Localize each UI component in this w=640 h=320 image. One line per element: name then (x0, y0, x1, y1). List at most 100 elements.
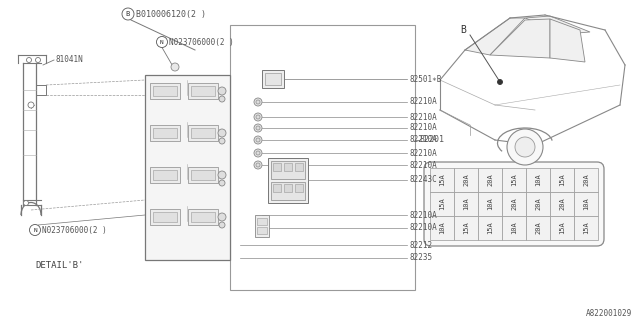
Bar (478, 216, 502, 240)
Bar (295, 184, 303, 192)
Bar (257, 227, 267, 234)
Bar (230, 25, 415, 290)
Circle shape (218, 213, 226, 221)
Text: 82210A: 82210A (409, 135, 436, 145)
Bar (550, 168, 574, 192)
Bar (191, 170, 215, 180)
Bar (478, 168, 502, 192)
Bar (550, 216, 574, 240)
Text: 81041N: 81041N (55, 55, 83, 65)
Bar (188, 209, 218, 225)
Circle shape (256, 100, 260, 104)
Circle shape (26, 58, 31, 62)
Text: 10A: 10A (583, 198, 589, 210)
Text: 10A: 10A (511, 222, 517, 234)
Circle shape (254, 98, 262, 106)
Bar (268, 158, 308, 203)
Text: 82210A: 82210A (409, 148, 436, 157)
Bar (153, 212, 177, 222)
Circle shape (35, 58, 40, 62)
Bar (271, 182, 305, 200)
Bar (271, 161, 305, 179)
Circle shape (219, 96, 225, 102)
Text: 20A: 20A (463, 174, 469, 186)
Bar (550, 192, 574, 216)
Bar (191, 212, 215, 222)
Bar (188, 125, 218, 141)
Text: 15A: 15A (559, 222, 565, 234)
Bar (153, 170, 177, 180)
Polygon shape (550, 19, 585, 62)
Bar (502, 216, 526, 240)
Text: B: B (460, 25, 466, 35)
Text: 20A: 20A (511, 198, 517, 210)
Text: 15A: 15A (439, 198, 445, 210)
Circle shape (256, 138, 260, 142)
Text: 15A: 15A (511, 174, 517, 186)
Text: 82210A: 82210A (409, 211, 436, 220)
Bar (188, 83, 218, 99)
Bar (150, 209, 180, 225)
Text: 20A: 20A (535, 222, 541, 234)
Bar (191, 86, 215, 96)
Bar (284, 163, 292, 171)
Text: 82212: 82212 (409, 241, 432, 250)
Text: B010006120(2 ): B010006120(2 ) (136, 10, 206, 19)
Bar (526, 168, 550, 192)
Text: 82210A: 82210A (409, 113, 436, 122)
Bar (145, 75, 230, 260)
Bar (454, 192, 478, 216)
Text: N023706000(2 ): N023706000(2 ) (169, 37, 234, 46)
Circle shape (254, 113, 262, 121)
Text: 82235: 82235 (409, 253, 432, 262)
Bar (265, 73, 281, 85)
Text: A822001029: A822001029 (586, 308, 632, 317)
Bar (454, 216, 478, 240)
Circle shape (254, 161, 262, 169)
Text: 20A: 20A (559, 198, 565, 210)
Bar (150, 83, 180, 99)
Circle shape (256, 126, 260, 130)
Circle shape (219, 180, 225, 186)
Text: 82210A: 82210A (409, 161, 436, 170)
Text: 20A: 20A (487, 174, 493, 186)
Bar (257, 218, 267, 225)
Text: 20A: 20A (535, 198, 541, 210)
Circle shape (218, 129, 226, 137)
Text: 82210A: 82210A (409, 124, 436, 132)
Circle shape (256, 151, 260, 155)
Bar (478, 192, 502, 216)
Text: 10A: 10A (487, 198, 493, 210)
Circle shape (219, 222, 225, 228)
Bar (191, 128, 215, 138)
FancyBboxPatch shape (424, 162, 604, 246)
Circle shape (28, 102, 34, 108)
Circle shape (29, 225, 40, 236)
Bar (430, 168, 454, 192)
Circle shape (256, 163, 260, 167)
Text: 20A: 20A (583, 174, 589, 186)
Bar (273, 163, 281, 171)
Text: 82243C: 82243C (409, 175, 436, 185)
Circle shape (157, 36, 168, 47)
Bar (150, 125, 180, 141)
Circle shape (218, 171, 226, 179)
Polygon shape (490, 19, 550, 58)
Bar (153, 86, 177, 96)
Bar (284, 184, 292, 192)
Bar (273, 184, 281, 192)
Bar (502, 192, 526, 216)
Circle shape (254, 136, 262, 144)
Circle shape (24, 201, 29, 205)
Bar (502, 168, 526, 192)
Bar (454, 168, 478, 192)
Bar (255, 215, 269, 237)
Text: N023706000(2 ): N023706000(2 ) (42, 226, 107, 235)
Text: 82501∗B: 82501∗B (409, 75, 442, 84)
Polygon shape (525, 16, 590, 34)
Text: DETAIL'B': DETAIL'B' (35, 260, 83, 269)
Bar (188, 167, 218, 183)
Circle shape (256, 115, 260, 119)
Text: 15A: 15A (583, 222, 589, 234)
Bar (574, 168, 598, 192)
